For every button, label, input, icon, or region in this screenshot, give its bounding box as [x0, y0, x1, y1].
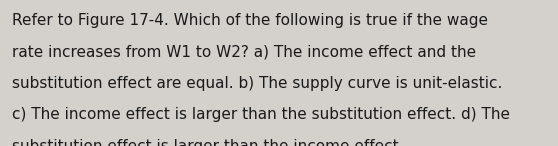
Text: substitution effect are equal. b) The supply curve is unit-elastic.: substitution effect are equal. b) The su… — [12, 76, 503, 91]
Text: Refer to Figure 17-4. Which of the following is true if the wage: Refer to Figure 17-4. Which of the follo… — [12, 13, 488, 28]
Text: c) The income effect is larger than the substitution effect. d) The: c) The income effect is larger than the … — [12, 107, 510, 122]
Text: substitution effect is larger than the income effect.: substitution effect is larger than the i… — [12, 139, 404, 146]
Text: rate increases from W1 to W2? a) The income effect and the: rate increases from W1 to W2? a) The inc… — [12, 45, 477, 60]
